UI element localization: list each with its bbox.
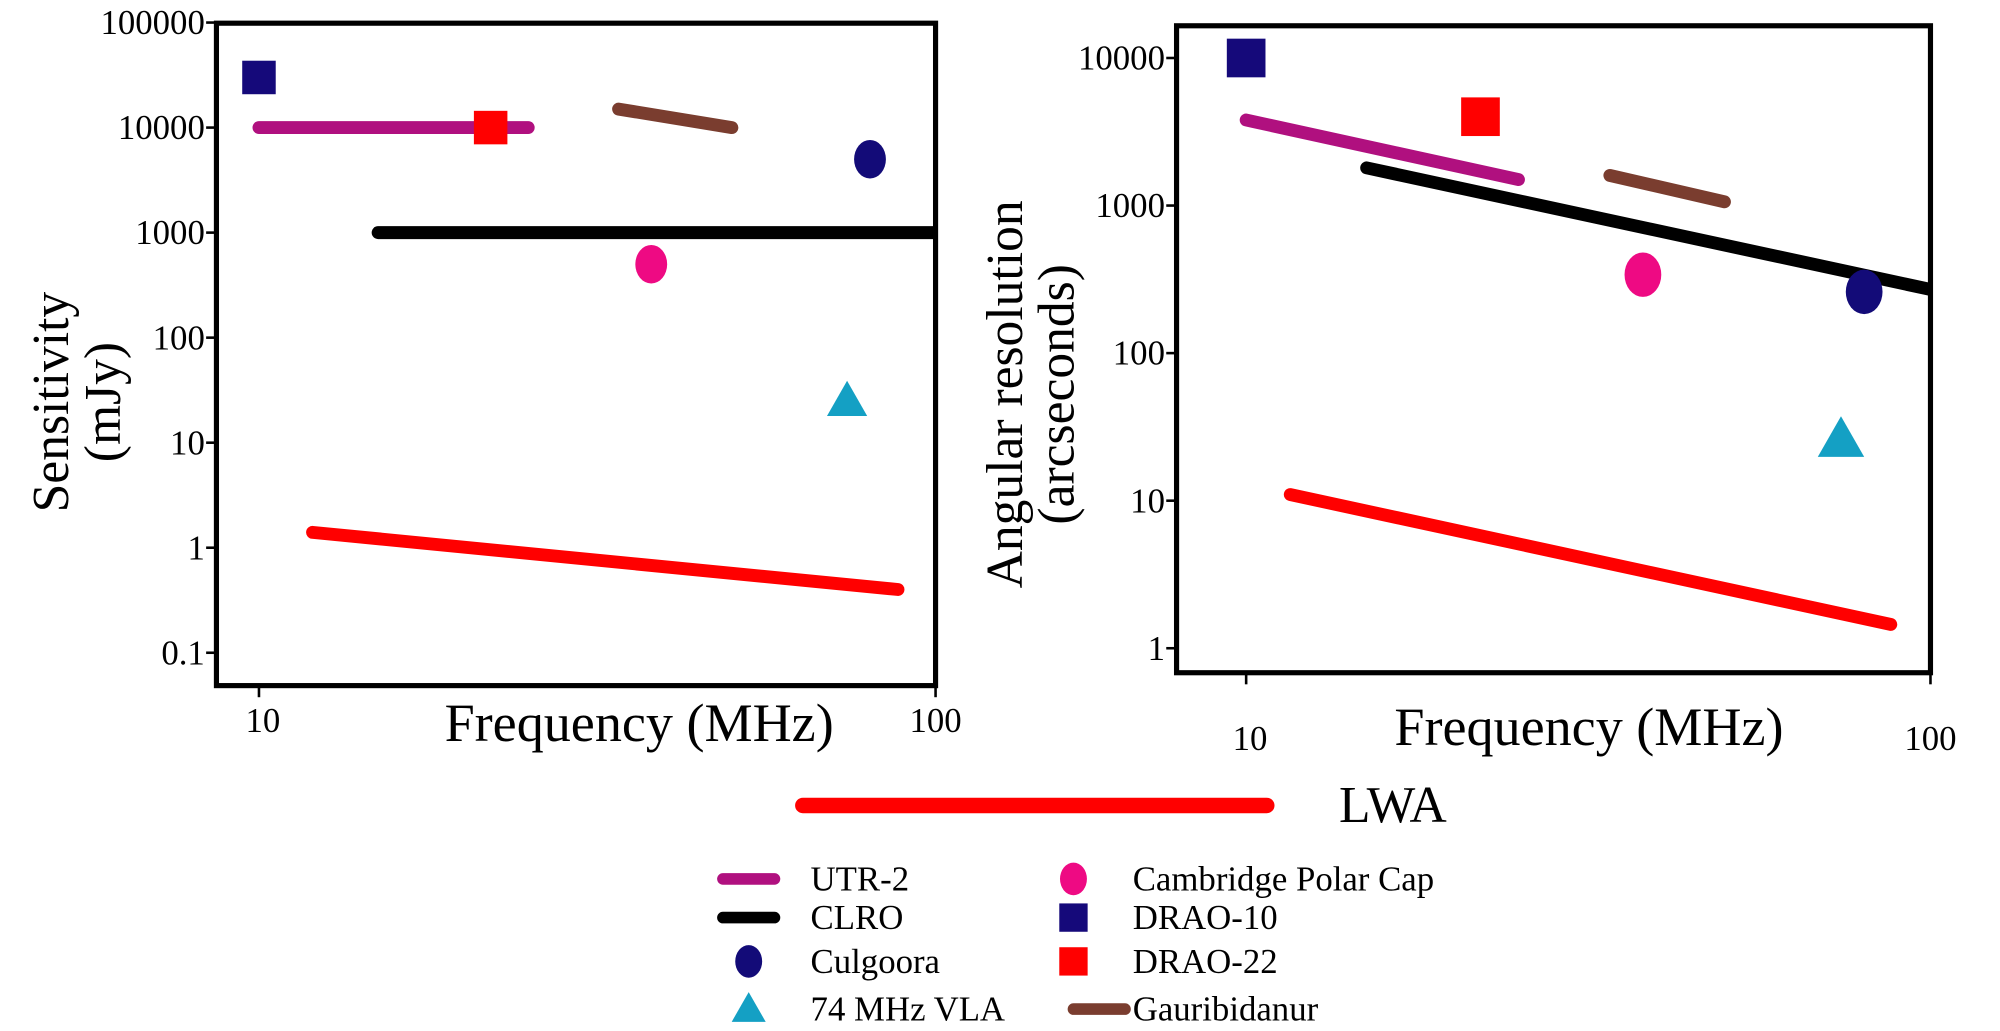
x-tick-label: 100	[1904, 719, 1956, 758]
y-tick-label: 100	[153, 318, 205, 357]
y-tick-label: 1	[187, 528, 204, 567]
y-tick-label: 0.1	[161, 633, 204, 672]
legend-item-drao-10: DRAO-10	[1059, 898, 1278, 937]
data-point-74-mhz-vla	[826, 380, 868, 416]
y-tick-label: 10000	[118, 108, 205, 147]
legend-label-utr-2: UTR-2	[811, 860, 910, 899]
data-point-culgoora	[854, 139, 886, 179]
legend-swatch-drao-22	[1059, 947, 1088, 976]
legend-label-74-mhz-vla: 74 MHz VLA	[811, 990, 1006, 1029]
legend-item-utr-2: UTR-2	[717, 860, 910, 899]
series-line-utr-2	[1239, 113, 1525, 187]
data-point-cambridge-polar-cap	[1624, 252, 1662, 297]
y-axis-label-line2: (mJy)	[75, 342, 132, 462]
legend-swatch-culgoora	[735, 945, 763, 978]
sensitivity-chart: Sensitivity (mJy) Frequency (MHz) 0.1 1 10…	[23, 3, 961, 753]
legend-label-lwa: LWA	[1339, 777, 1447, 834]
series-line-lwa	[1283, 488, 1898, 631]
legend-label-drao-10: DRAO-10	[1133, 898, 1278, 937]
legend-swatch-cambridge-polar-cap	[1059, 862, 1087, 896]
y-axis-label-line2: (arcseconds)	[1028, 264, 1085, 524]
legend-label-drao-22: DRAO-22	[1133, 942, 1278, 981]
plot-area	[242, 60, 936, 596]
legend-item-gauribidanur: Gauribidanur	[1067, 990, 1319, 1029]
series-line-gauribidanur	[1603, 168, 1731, 209]
data-point-drao-10	[1226, 38, 1266, 78]
legend-swatch-drao-10	[1059, 903, 1088, 932]
legend-item-cambridge-polar-cap: Cambridge Polar Cap	[1059, 860, 1434, 899]
data-point-74-mhz-vla	[1817, 416, 1865, 457]
legend-item-74-mhz-vla: 74 MHz VLA	[731, 990, 1006, 1029]
legend-item-drao-22: DRAO-22	[1059, 942, 1278, 981]
legend-label-culgoora: Culgoora	[811, 942, 940, 981]
y-tick-label: 100000	[100, 3, 204, 42]
plot-frame	[1173, 23, 1934, 676]
data-point-drao-22	[1461, 97, 1500, 137]
x-tick-label: 10	[1233, 719, 1268, 758]
x-tick-label: 100	[909, 701, 961, 740]
y-tick-label: 10000	[1078, 39, 1165, 78]
legend-item-clro: CLRO	[717, 898, 904, 937]
legend-label-cambridge-polar-cap: Cambridge Polar Cap	[1133, 860, 1434, 899]
legend-label-gauribidanur: Gauribidanur	[1133, 990, 1319, 1029]
y-tick-label: 1000	[135, 213, 205, 252]
x-axis-label: Frequency (MHz)	[1394, 697, 1783, 757]
data-point-culgoora	[1845, 269, 1883, 315]
data-point-cambridge-polar-cap	[635, 244, 668, 284]
plot-frame	[213, 20, 939, 689]
y-axis-label-line1: Angular resolution	[977, 200, 1034, 588]
legend-item-culgoora: Culgoora	[735, 942, 940, 981]
series-line-gauribidanur	[612, 102, 739, 135]
series-line-clro	[1360, 161, 1931, 296]
y-tick-label: 100	[1113, 334, 1165, 373]
y-tick-label: 1000	[1095, 186, 1165, 225]
angular-resolution-chart: Angular resolution (arcseconds) Frequenc…	[977, 23, 1957, 758]
data-point-drao-22	[473, 110, 508, 145]
y-axis-label-line1: Sensitivity	[23, 292, 80, 513]
series-line-lwa	[306, 525, 905, 596]
legend-swatch-74-mhz-vla	[731, 992, 766, 1022]
x-tick-label: 10	[245, 701, 280, 740]
data-point-drao-10	[242, 60, 276, 95]
y-tick-label: 1	[1148, 629, 1165, 668]
y-tick-label: 10	[170, 423, 205, 462]
legend-label-clro: CLRO	[811, 898, 904, 937]
plot-area	[1226, 38, 1931, 631]
y-tick-label: 10	[1130, 481, 1165, 520]
x-axis-label: Frequency (MHz)	[445, 693, 834, 753]
